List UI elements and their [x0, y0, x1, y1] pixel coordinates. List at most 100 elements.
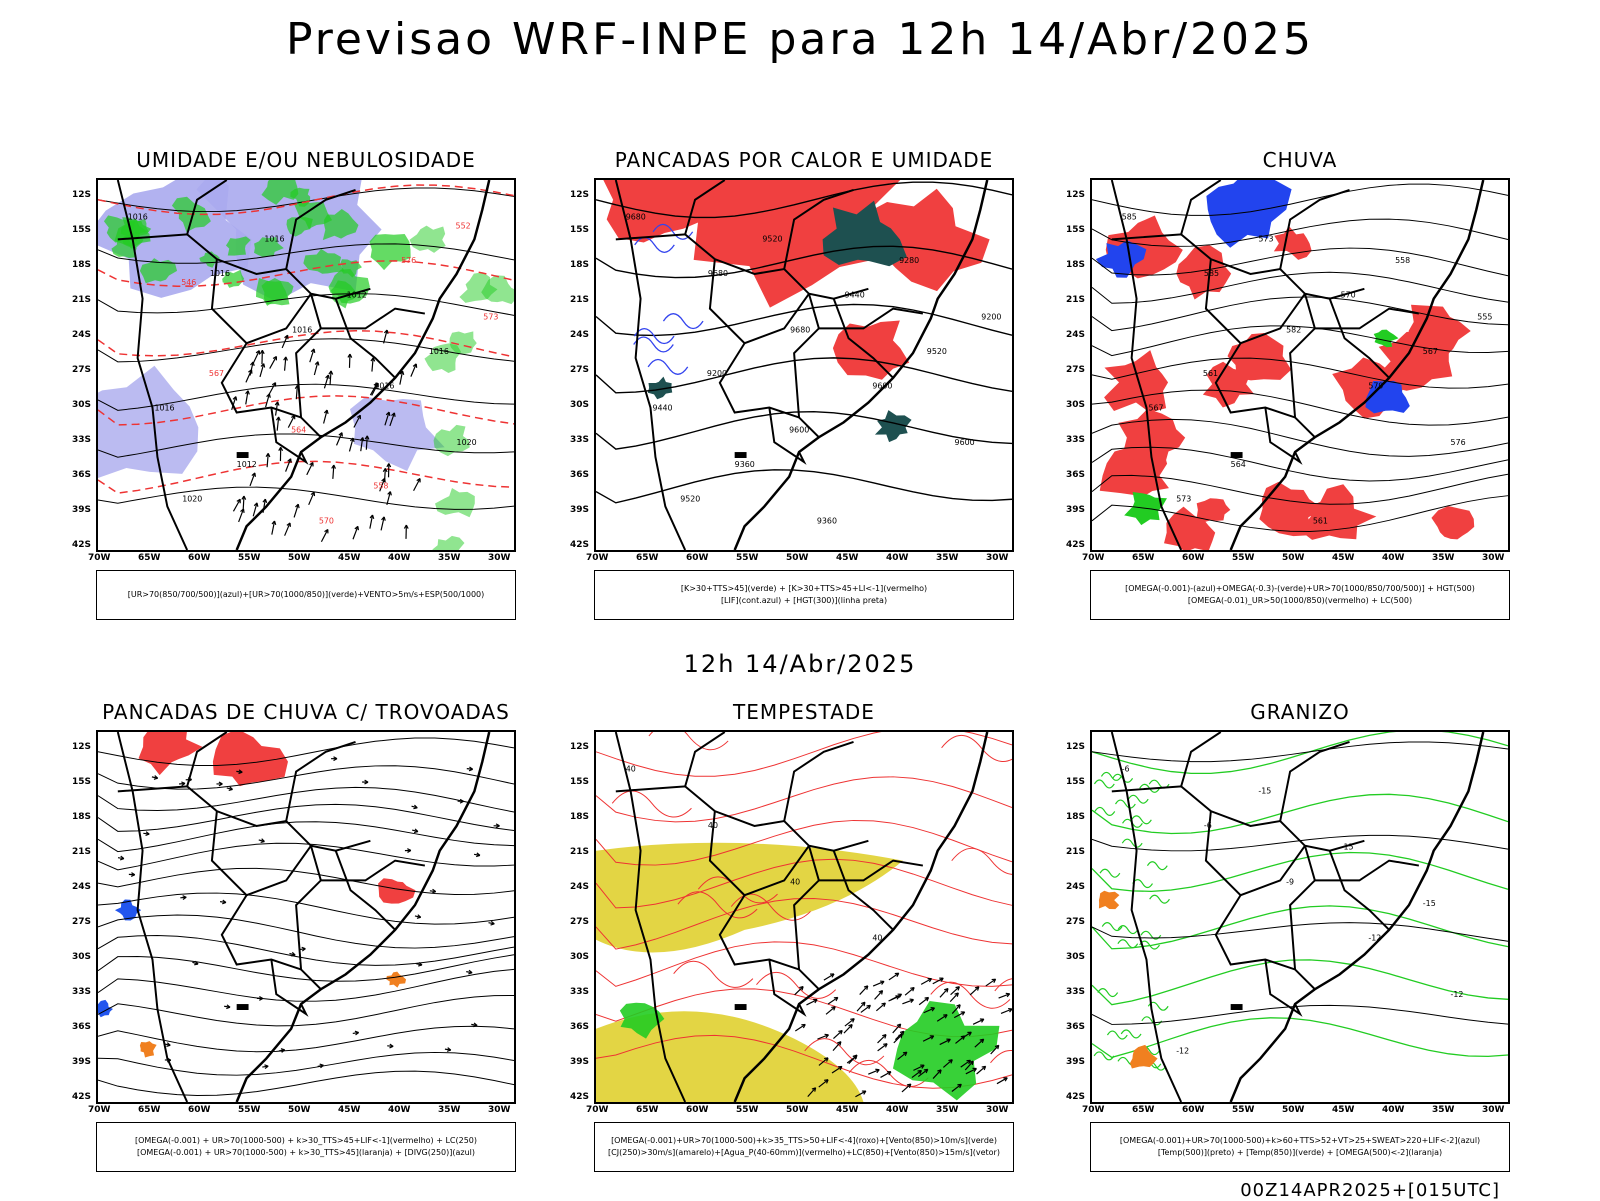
page-title: Previsao WRF-INPE para 12h 14/Abr/2025 — [0, 14, 1600, 65]
lat-label: 12S — [1066, 742, 1085, 752]
streamline — [98, 936, 514, 966]
lif-contour — [663, 314, 703, 329]
rain-red — [1431, 506, 1474, 539]
lon-label: 40W — [1382, 553, 1404, 563]
map-pancadas-trovoadas — [96, 730, 516, 1104]
lat-label: 42S — [72, 540, 91, 550]
lat-label: 24S — [72, 882, 91, 892]
contour-label: 9520 — [680, 495, 700, 504]
lat-label: 24S — [570, 330, 589, 340]
contour-label: -15 — [1341, 843, 1354, 852]
panel-title-pancadas-trovoadas: PANCADAS DE CHUVA C/ TROVOADAS — [76, 700, 536, 724]
contour-label: -6 — [1122, 765, 1130, 774]
lat-label: 15S — [72, 225, 91, 235]
lat-label: 42S — [72, 1092, 91, 1102]
lat-label: 39S — [72, 505, 91, 515]
temp850-contour — [1092, 852, 1508, 891]
lat-label: 12S — [72, 190, 91, 200]
lat-label: 36S — [570, 1022, 589, 1032]
omega-orange — [1130, 1045, 1158, 1069]
contour-label: 558 — [373, 482, 388, 491]
country-border — [1280, 742, 1349, 821]
legend-line: [OMEGA(-0.001)+UR>70(1000-500)+k>60+TTS>… — [1120, 1135, 1480, 1147]
lat-label: 18S — [72, 260, 91, 270]
streamline — [98, 1071, 514, 1095]
lon-label: 60W — [1182, 553, 1204, 563]
streamline — [98, 787, 514, 812]
lake-mark — [1231, 1004, 1243, 1010]
lon-label: 45W — [1332, 553, 1354, 563]
lc850-contour — [596, 732, 1012, 776]
contour-label: 585 — [1122, 213, 1137, 222]
contour-label: 9600 — [872, 382, 892, 391]
temp850-contour — [1092, 906, 1508, 949]
panel-title-umidade: UMIDADE E/OU NEBULOSIDADE — [76, 148, 536, 172]
lat-label: 42S — [1066, 540, 1085, 550]
lat-label: 12S — [1066, 190, 1085, 200]
contour-label: 9600 — [789, 425, 809, 434]
lat-label: 36S — [72, 1022, 91, 1032]
contour-label: 1016 — [128, 213, 148, 222]
contour-label: 1016 — [292, 325, 312, 334]
lon-label: 60W — [1182, 1105, 1204, 1115]
lat-label: 39S — [1066, 505, 1085, 515]
legend-line: [OMEGA(-0.001)-(azul)+OMEGA(-0.3)-(verde… — [1125, 583, 1475, 595]
lake-mark — [735, 452, 747, 458]
lon-label: 65W — [636, 1105, 658, 1115]
omega-orange — [1099, 891, 1120, 909]
streamline — [98, 822, 514, 852]
temp850-contour — [1132, 816, 1152, 824]
temp850-contour — [1094, 780, 1114, 788]
country-border — [1181, 732, 1221, 786]
lon-label: 65W — [138, 1105, 160, 1115]
water-contour — [674, 961, 753, 987]
temp850-contour — [1122, 839, 1142, 847]
country-border — [784, 742, 853, 821]
lat-label: 42S — [570, 540, 589, 550]
temp850-contour — [1118, 940, 1138, 948]
contour-label: 9440 — [652, 404, 672, 413]
contour-label: 1020 — [457, 438, 477, 447]
lat-label: 33S — [1066, 435, 1085, 445]
contour-label: 573 — [483, 312, 498, 321]
contour-label: 9360 — [817, 516, 837, 525]
panel-title-tempestade: TEMPESTADE — [574, 700, 1034, 724]
temp500-contour — [1092, 835, 1508, 850]
lat-label: 15S — [72, 777, 91, 787]
country-border — [1216, 895, 1315, 989]
contour-label: -12 — [1368, 934, 1381, 943]
lat-label: 33S — [72, 987, 91, 997]
country-border — [212, 811, 311, 895]
country-border — [1112, 786, 1365, 850]
contour-label: 558 — [1395, 256, 1410, 265]
wind-vector — [860, 986, 868, 995]
lake-mark — [1231, 452, 1243, 458]
country-border — [296, 846, 321, 970]
legend-chuva: [OMEGA(-0.001)-(azul)+OMEGA(-0.3)-(verde… — [1090, 570, 1510, 620]
contour-label: 1020 — [182, 495, 202, 504]
lon-label: 45W — [836, 553, 858, 563]
lat-label: 21S — [72, 295, 91, 305]
lat-label: 12S — [570, 190, 589, 200]
temp850-contour — [1100, 869, 1120, 877]
lat-label: 24S — [72, 330, 91, 340]
legend-granizo: [OMEGA(-0.001)+UR>70(1000-500)+k>60+TTS>… — [1090, 1122, 1510, 1172]
lat-label: 27S — [72, 917, 91, 927]
thunder-orange — [140, 1041, 157, 1057]
temp850-contour — [1107, 1031, 1127, 1039]
lon-label: 50W — [1282, 1105, 1304, 1115]
contour-label: 40 — [626, 765, 636, 774]
temp850-contour — [1118, 926, 1138, 934]
temp850-contour — [1101, 772, 1121, 780]
lon-label: 55W — [736, 1105, 758, 1115]
lat-label: 12S — [570, 742, 589, 752]
country-border — [321, 309, 425, 329]
humidity-fill — [98, 366, 198, 483]
contour-label: 1016 — [154, 404, 174, 413]
lat-label: 12S — [72, 742, 91, 752]
lon-label: 60W — [686, 1105, 708, 1115]
panel-title-chuva: CHUVA — [1070, 148, 1530, 172]
